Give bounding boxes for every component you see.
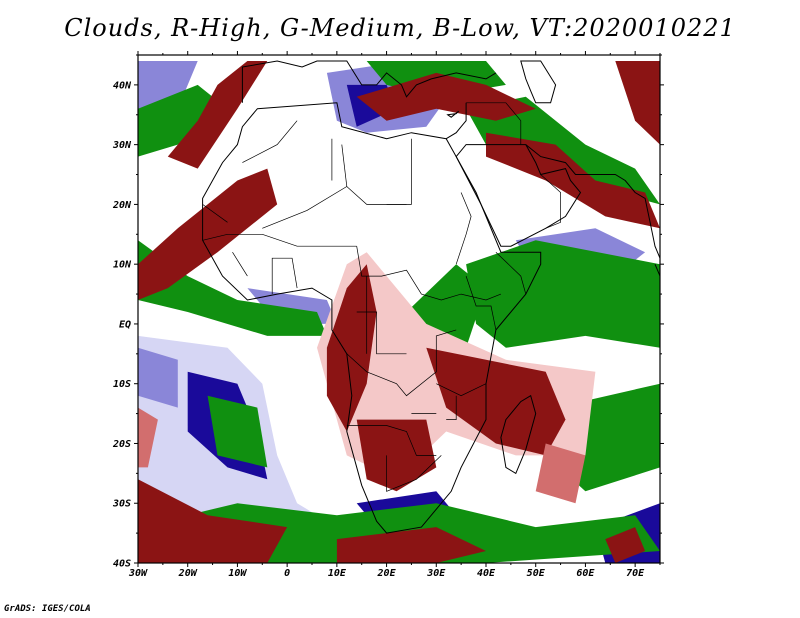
lat-label: 30S: [112, 499, 131, 510]
lat-label: EQ: [119, 319, 131, 330]
coast-madagascar: [500, 394, 537, 475]
lon-label: 0: [284, 568, 290, 579]
coastlines: [202, 60, 660, 534]
country-border: [232, 252, 248, 277]
country-border: [465, 275, 497, 330]
coast-africa: [202, 102, 542, 534]
country-border: [242, 120, 298, 163]
high-cloud-west-indian-ocean: [535, 443, 586, 504]
country-border: [262, 186, 407, 229]
lat-label: 20N: [112, 200, 132, 211]
country-border: [446, 395, 457, 420]
medium-cloud-tropical-atlantic: [138, 240, 327, 336]
axis-ticks: [134, 51, 664, 567]
coast-persia: [525, 144, 660, 259]
high-cloud-se-eddy: [605, 527, 646, 563]
lon-label: 20W: [178, 568, 198, 579]
country-border: [455, 192, 472, 265]
coast-sri-lanka: [654, 264, 660, 277]
high-cloud-arabia-jet: [486, 132, 660, 229]
lon-label: 10W: [228, 568, 247, 579]
high-cloud-south-jet-west: [138, 479, 288, 563]
lon-label: 10E: [328, 568, 347, 579]
country-border: [356, 246, 502, 301]
country-border: [346, 329, 457, 397]
coast-caspian: [520, 60, 557, 104]
lon-label: 40E: [477, 568, 496, 579]
map-title: Clouds, R-High, G-Medium, B-Low, VT:2020…: [64, 14, 736, 42]
country-border: [346, 425, 437, 456]
high-cloud-mozambique-channel: [426, 347, 566, 456]
lon-label: 20E: [377, 568, 397, 579]
high-cloud-sw-corner: [138, 407, 158, 468]
country-border: [202, 233, 357, 247]
latitude-labels: 40N 30N 20N 10N EQ 10S 20S 30S 40S: [112, 80, 132, 569]
country-border: [540, 174, 561, 229]
longitude-labels: 30W 20W 10W 0 10E 20E 30E 40E 50E 60E 70E: [128, 568, 645, 579]
lat-label: 30N: [112, 140, 132, 151]
high-cloud-south-africa: [356, 419, 437, 492]
lon-label: 50E: [527, 568, 546, 579]
country-border: [495, 251, 527, 295]
country-border: [386, 455, 442, 492]
country-border: [271, 257, 298, 295]
lon-label: 70E: [626, 568, 645, 579]
lat-label: 10N: [113, 260, 132, 271]
cloud-fields: [138, 61, 660, 563]
lat-label: 20S: [112, 439, 131, 450]
lon-label: 60E: [576, 568, 595, 579]
high-cloud-ne-corner: [615, 61, 660, 145]
lon-label: 30W: [128, 568, 148, 579]
lon-label: 30E: [426, 568, 446, 579]
high-cloud-west-africa-band: [138, 168, 278, 300]
coast-arabia: [455, 144, 582, 247]
low-cloud-atlantic-west: [138, 347, 178, 408]
country-border: [466, 102, 522, 145]
country-border: [202, 204, 228, 223]
coast-europe: [241, 60, 497, 103]
country-border: [436, 383, 487, 397]
medium-cloud-arabia-north: [466, 96, 660, 205]
grads-credit: GrADS: IGES/COLA: [4, 604, 91, 614]
map-frame: [137, 54, 661, 564]
lat-label: 40S: [113, 559, 131, 570]
high-cloud-central-africa: [326, 264, 377, 432]
medium-cloud-mid-atlantic: [207, 395, 268, 468]
medium-cloud-indian-ocean: [466, 240, 660, 348]
country-border: [341, 144, 348, 187]
lat-label: 40N: [113, 80, 132, 91]
lat-label: 10S: [113, 379, 131, 390]
medium-cloud-north-atlantic: [138, 84, 228, 157]
coast-asia-west: [445, 102, 467, 140]
coast-cyprus: [446, 110, 460, 118]
high-cloud-south-jet-east: [336, 527, 486, 563]
